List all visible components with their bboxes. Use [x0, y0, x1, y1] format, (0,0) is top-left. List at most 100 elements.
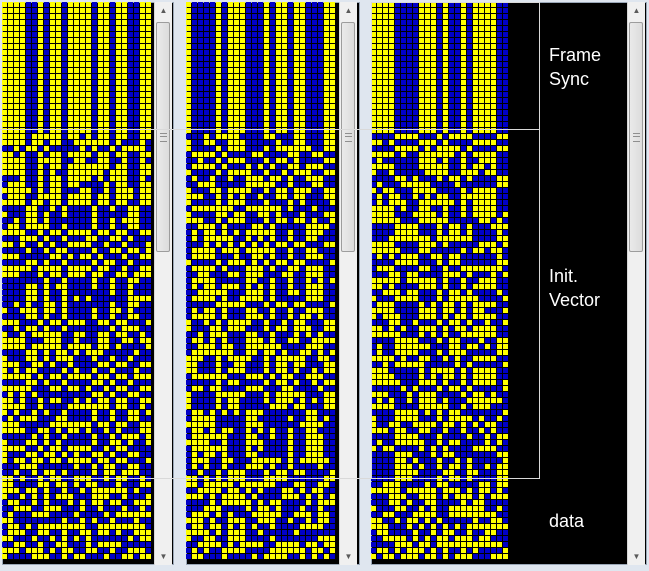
- bit-cell: [122, 380, 127, 385]
- bit-cell: [80, 440, 85, 445]
- bit-cell: [234, 122, 239, 127]
- bit-cell: [198, 524, 203, 529]
- bit-cell: [258, 326, 263, 331]
- scroll-up-button-1[interactable]: ▲: [155, 2, 172, 19]
- bit-cell: [86, 542, 91, 547]
- bit-cell: [56, 128, 61, 133]
- bit-cell: [282, 308, 287, 313]
- bit-cell: [228, 200, 233, 205]
- bit-cell: [330, 272, 335, 277]
- bit-cell: [38, 314, 43, 319]
- bit-cell: [186, 470, 191, 475]
- bit-cell: [32, 80, 37, 85]
- bit-cell: [473, 14, 478, 19]
- bit-cell: [68, 272, 73, 277]
- vertical-scrollbar-2[interactable]: ▲ ▼: [339, 2, 357, 565]
- bit-cell: [246, 506, 251, 511]
- bit-cell: [134, 200, 139, 205]
- bit-cell: [413, 8, 418, 13]
- bit-cell: [461, 20, 466, 25]
- scroll-up-button-2[interactable]: ▲: [340, 2, 357, 19]
- bit-cell: [216, 74, 221, 79]
- bit-cell: [401, 50, 406, 55]
- bit-cell: [134, 92, 139, 97]
- bit-cell: [252, 350, 257, 355]
- bit-cell: [110, 308, 115, 313]
- bit-cell: [110, 230, 115, 235]
- bit-cell: [222, 152, 227, 157]
- bit-cell: [44, 26, 49, 31]
- scroll-down-button-2[interactable]: ▼: [340, 548, 357, 565]
- bit-cell: [300, 524, 305, 529]
- bit-cell: [50, 182, 55, 187]
- bit-cell: [68, 86, 73, 91]
- bit-cell: [198, 416, 203, 421]
- bit-cell: [234, 236, 239, 241]
- bit-cell: [62, 164, 67, 169]
- bit-cell: [32, 290, 37, 295]
- bit-cell: [318, 410, 323, 415]
- bit-cell: [210, 224, 215, 229]
- bit-cell: [20, 80, 25, 85]
- bit-cell: [14, 218, 19, 223]
- bit-cell: [252, 428, 257, 433]
- bit-cell: [56, 356, 61, 361]
- bit-cell: [110, 182, 115, 187]
- bit-cell: [282, 26, 287, 31]
- bit-cell: [383, 14, 388, 19]
- bit-cell: [234, 80, 239, 85]
- bit-cell: [210, 308, 215, 313]
- bit-cell: [110, 146, 115, 151]
- bit-cell: [312, 110, 317, 115]
- bit-cell: [246, 488, 251, 493]
- bit-cell: [98, 218, 103, 223]
- bit-cell: [26, 350, 31, 355]
- vertical-scrollbar-1[interactable]: ▲ ▼: [154, 2, 172, 565]
- bit-cell: [234, 110, 239, 115]
- bit-cell: [110, 266, 115, 271]
- bit-cell: [300, 146, 305, 151]
- bit-cell: [44, 218, 49, 223]
- bit-cell: [110, 320, 115, 325]
- bit-cell: [62, 272, 67, 277]
- bit-cell: [50, 128, 55, 133]
- bit-cell: [276, 164, 281, 169]
- bit-cell: [240, 242, 245, 247]
- bit-cell: [276, 530, 281, 535]
- scroll-thumb-2[interactable]: [341, 22, 355, 252]
- scroll-down-button-1[interactable]: ▼: [155, 548, 172, 565]
- bit-cell: [104, 284, 109, 289]
- bit-cell: [282, 206, 287, 211]
- bit-cell: [371, 44, 376, 49]
- bit-cell: [246, 290, 251, 295]
- scroll-thumb-1[interactable]: [156, 22, 170, 252]
- bit-cell: [62, 284, 67, 289]
- bit-cell: [86, 278, 91, 283]
- bit-cell: [419, 56, 424, 61]
- bit-cell: [32, 26, 37, 31]
- bit-cell: [222, 386, 227, 391]
- bit-cell: [270, 98, 275, 103]
- bit-cell: [62, 368, 67, 373]
- bit-cell: [20, 434, 25, 439]
- bit-cell: [204, 32, 209, 37]
- bit-cell: [294, 320, 299, 325]
- bit-cell: [140, 338, 145, 343]
- bit-cell: [44, 506, 49, 511]
- bit-cell: [62, 140, 67, 145]
- bit-cell: [276, 488, 281, 493]
- bit-cell: [312, 506, 317, 511]
- bit-cell: [318, 428, 323, 433]
- bit-cell: [318, 158, 323, 163]
- bit-cell: [26, 458, 31, 463]
- bit-cell: [324, 326, 329, 331]
- bit-cell: [26, 284, 31, 289]
- bit-cell: [330, 446, 335, 451]
- bit-cell: [306, 242, 311, 247]
- bit-cell: [92, 302, 97, 307]
- bit-cell: [92, 518, 97, 523]
- bit-cell: [258, 302, 263, 307]
- bit-cell: [222, 434, 227, 439]
- bit-cell: [32, 296, 37, 301]
- bit-cell: [38, 188, 43, 193]
